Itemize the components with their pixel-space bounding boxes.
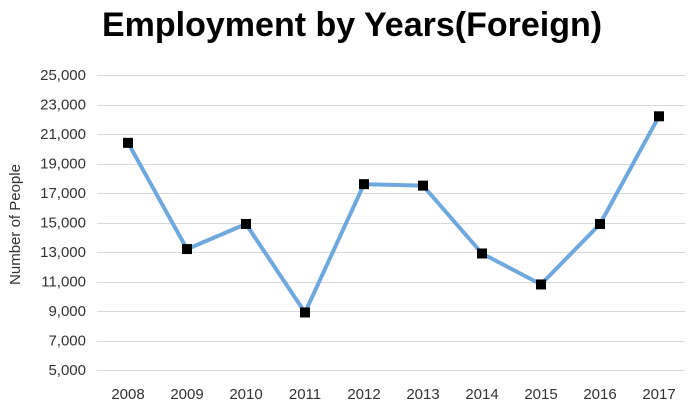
y-tick-label: 25,000 bbox=[40, 67, 86, 84]
y-axis-label: Number of People bbox=[7, 164, 24, 285]
series-line bbox=[126, 114, 661, 315]
data-point-marker bbox=[477, 248, 487, 259]
y-tick-label: 13,000 bbox=[40, 244, 86, 261]
y-tick-label: 7,000 bbox=[48, 333, 86, 350]
y-tick-label: 15,000 bbox=[40, 215, 86, 232]
series-layer bbox=[123, 111, 664, 318]
x-tick-label: 2017 bbox=[642, 386, 675, 403]
x-tick-labels: 2008 2009 2010 2011 2012 2013 2014 2015 2016 2017 bbox=[111, 386, 675, 403]
x-tick-label: 2010 bbox=[229, 386, 262, 403]
x-tick-label: 2014 bbox=[465, 386, 498, 403]
data-point-marker bbox=[654, 111, 664, 122]
y-tick-label: 11,000 bbox=[41, 274, 86, 291]
x-tick-label: 2013 bbox=[406, 386, 439, 403]
x-tick-label: 2012 bbox=[347, 386, 380, 403]
y-tick-label: 23,000 bbox=[40, 97, 86, 114]
y-tick-label: 21,000 bbox=[40, 126, 86, 143]
chart-title: Employment by Years(Foreign) bbox=[102, 6, 603, 44]
x-tick-label: 2008 bbox=[111, 386, 144, 403]
data-point-marker bbox=[418, 180, 428, 191]
x-tick-label: 2011 bbox=[289, 386, 321, 403]
y-tick-label: 5,000 bbox=[48, 362, 86, 379]
gridlines bbox=[97, 75, 685, 371]
y-tick-label: 17,000 bbox=[40, 185, 86, 202]
data-point-marker bbox=[359, 179, 369, 190]
x-tick-label: 2015 bbox=[524, 386, 557, 403]
x-tick-label: 2009 bbox=[170, 386, 203, 403]
data-point-marker bbox=[536, 279, 546, 290]
data-point-marker bbox=[182, 244, 192, 255]
y-tick-label: 19,000 bbox=[40, 156, 86, 173]
data-point-marker bbox=[123, 137, 133, 148]
y-tick-labels: 5,000 7,000 9,000 11,000 13,000 15,000 17,000 1… bbox=[40, 67, 86, 379]
y-tick-label: 9,000 bbox=[48, 303, 86, 320]
data-point-marker bbox=[300, 307, 310, 318]
data-point-marker bbox=[595, 218, 605, 229]
x-tick-label: 2016 bbox=[583, 386, 616, 403]
data-point-marker bbox=[241, 218, 251, 229]
